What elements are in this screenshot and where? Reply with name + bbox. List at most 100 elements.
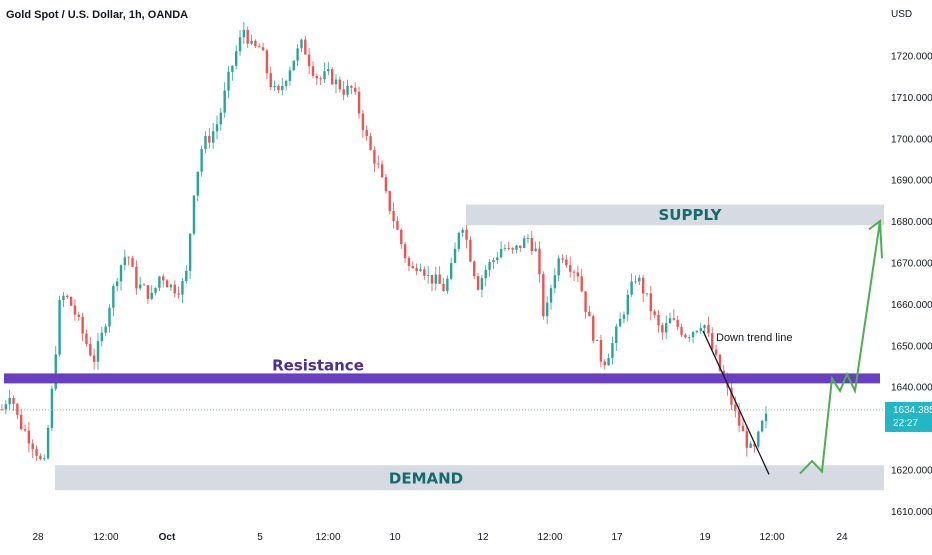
candle-body — [699, 328, 702, 331]
candle-body — [208, 136, 211, 143]
candle-body — [553, 275, 557, 289]
candle-body — [254, 40, 257, 47]
candle-body — [12, 397, 15, 404]
candle-body — [400, 229, 403, 245]
candle-body — [645, 293, 649, 295]
resistance-label: Resistance — [272, 356, 364, 374]
candle-body — [69, 296, 73, 306]
candle-body — [77, 314, 80, 317]
candle-body — [92, 355, 96, 362]
candle-body — [469, 239, 472, 262]
candle-body — [442, 283, 445, 292]
candle-body — [296, 48, 299, 61]
candle-body — [668, 318, 672, 324]
trendline-label: Down trend line — [716, 332, 792, 344]
candle-body — [503, 248, 507, 249]
price-axis[interactable]: USD1610.0001620.0001630.0001640.0001650.… — [885, 9, 932, 518]
candle-body — [572, 271, 576, 273]
candle-body — [273, 85, 276, 88]
candle-body — [407, 257, 411, 266]
candle-body — [265, 50, 269, 74]
candle-body — [507, 248, 510, 249]
candle-body — [142, 284, 146, 286]
candle-body — [250, 40, 253, 44]
candle-body — [315, 75, 319, 79]
candle-body — [373, 149, 376, 164]
candle-body — [288, 70, 292, 81]
candle-body — [177, 293, 180, 295]
candle-body — [676, 319, 679, 327]
candle-body — [234, 51, 238, 66]
candle-body — [115, 281, 119, 287]
candle-body — [392, 211, 395, 222]
supply-label: SUPPLY — [658, 206, 722, 224]
time-axis[interactable]: 28 12:00 Oct 5 12:00 10 12 12:00 17 19 12:00 24 — [32, 532, 848, 543]
candle-body — [139, 284, 142, 289]
candle-body — [146, 285, 150, 299]
candle-body — [626, 294, 629, 315]
candle-body — [227, 71, 230, 91]
candle-body — [119, 265, 123, 282]
candle-body — [519, 245, 522, 248]
candle-body — [307, 54, 311, 67]
candle-body — [684, 334, 687, 338]
candle-body — [607, 358, 610, 366]
candle-body — [730, 387, 733, 405]
candle-body — [204, 136, 207, 149]
candle-body — [764, 413, 768, 421]
x-tick-label: 24 — [836, 532, 848, 543]
candle-body — [561, 258, 564, 260]
candle-body — [484, 269, 487, 279]
y-tick-label: 1660.000 — [891, 300, 932, 311]
candle-body — [16, 403, 19, 415]
candle-body — [277, 85, 280, 91]
candle-body — [311, 66, 315, 76]
current-price-value: 1634.385 — [893, 405, 932, 416]
candles-layer — [0, 21, 768, 462]
candle-body — [23, 429, 27, 431]
candle-body — [223, 90, 226, 113]
candle-body — [664, 323, 668, 333]
candle-body — [611, 343, 614, 359]
candle-body — [638, 277, 641, 282]
overlays-layer: Resistance Down trend line — [0, 219, 884, 475]
candle-body — [622, 314, 626, 319]
x-tick-label: 28 — [32, 532, 44, 543]
candle-body — [165, 280, 169, 288]
candle-body — [338, 79, 342, 90]
candle-body — [39, 455, 42, 459]
candle-body — [749, 443, 752, 448]
candle-body — [703, 325, 706, 329]
candle-body — [365, 130, 368, 137]
candle-body — [127, 257, 130, 259]
candle-body — [549, 288, 553, 303]
candle-body — [465, 229, 468, 240]
candle-body — [538, 248, 541, 275]
candle-body — [419, 269, 422, 272]
chart-title: Gold Spot / U.S. Dollar, 1h, OANDA — [6, 9, 189, 21]
current-price-tag — [885, 401, 932, 432]
candle-body — [603, 361, 606, 366]
y-tick-label: 1640.000 — [891, 383, 932, 394]
candle-body — [473, 261, 476, 277]
candle-body — [96, 341, 100, 362]
y-tick-label: 1680.000 — [891, 217, 932, 228]
candle-body — [403, 244, 407, 258]
candle-body — [618, 318, 622, 327]
candle-body — [557, 258, 560, 276]
zones-layer: SUPPLY DEMAND — [55, 204, 884, 491]
x-tick-label: 5 — [257, 532, 263, 543]
candle-body — [162, 276, 165, 281]
candle-body — [657, 314, 660, 326]
candle-body — [672, 318, 676, 320]
x-tick-label: 12:00 — [759, 532, 784, 543]
candle-body — [81, 316, 84, 334]
candle-body — [269, 73, 272, 88]
candle-body — [661, 325, 664, 333]
candle-body — [695, 330, 699, 333]
projection-arrow — [799, 220, 881, 475]
x-tick-label: 19 — [699, 532, 711, 543]
x-tick-label: 12:00 — [315, 532, 340, 543]
